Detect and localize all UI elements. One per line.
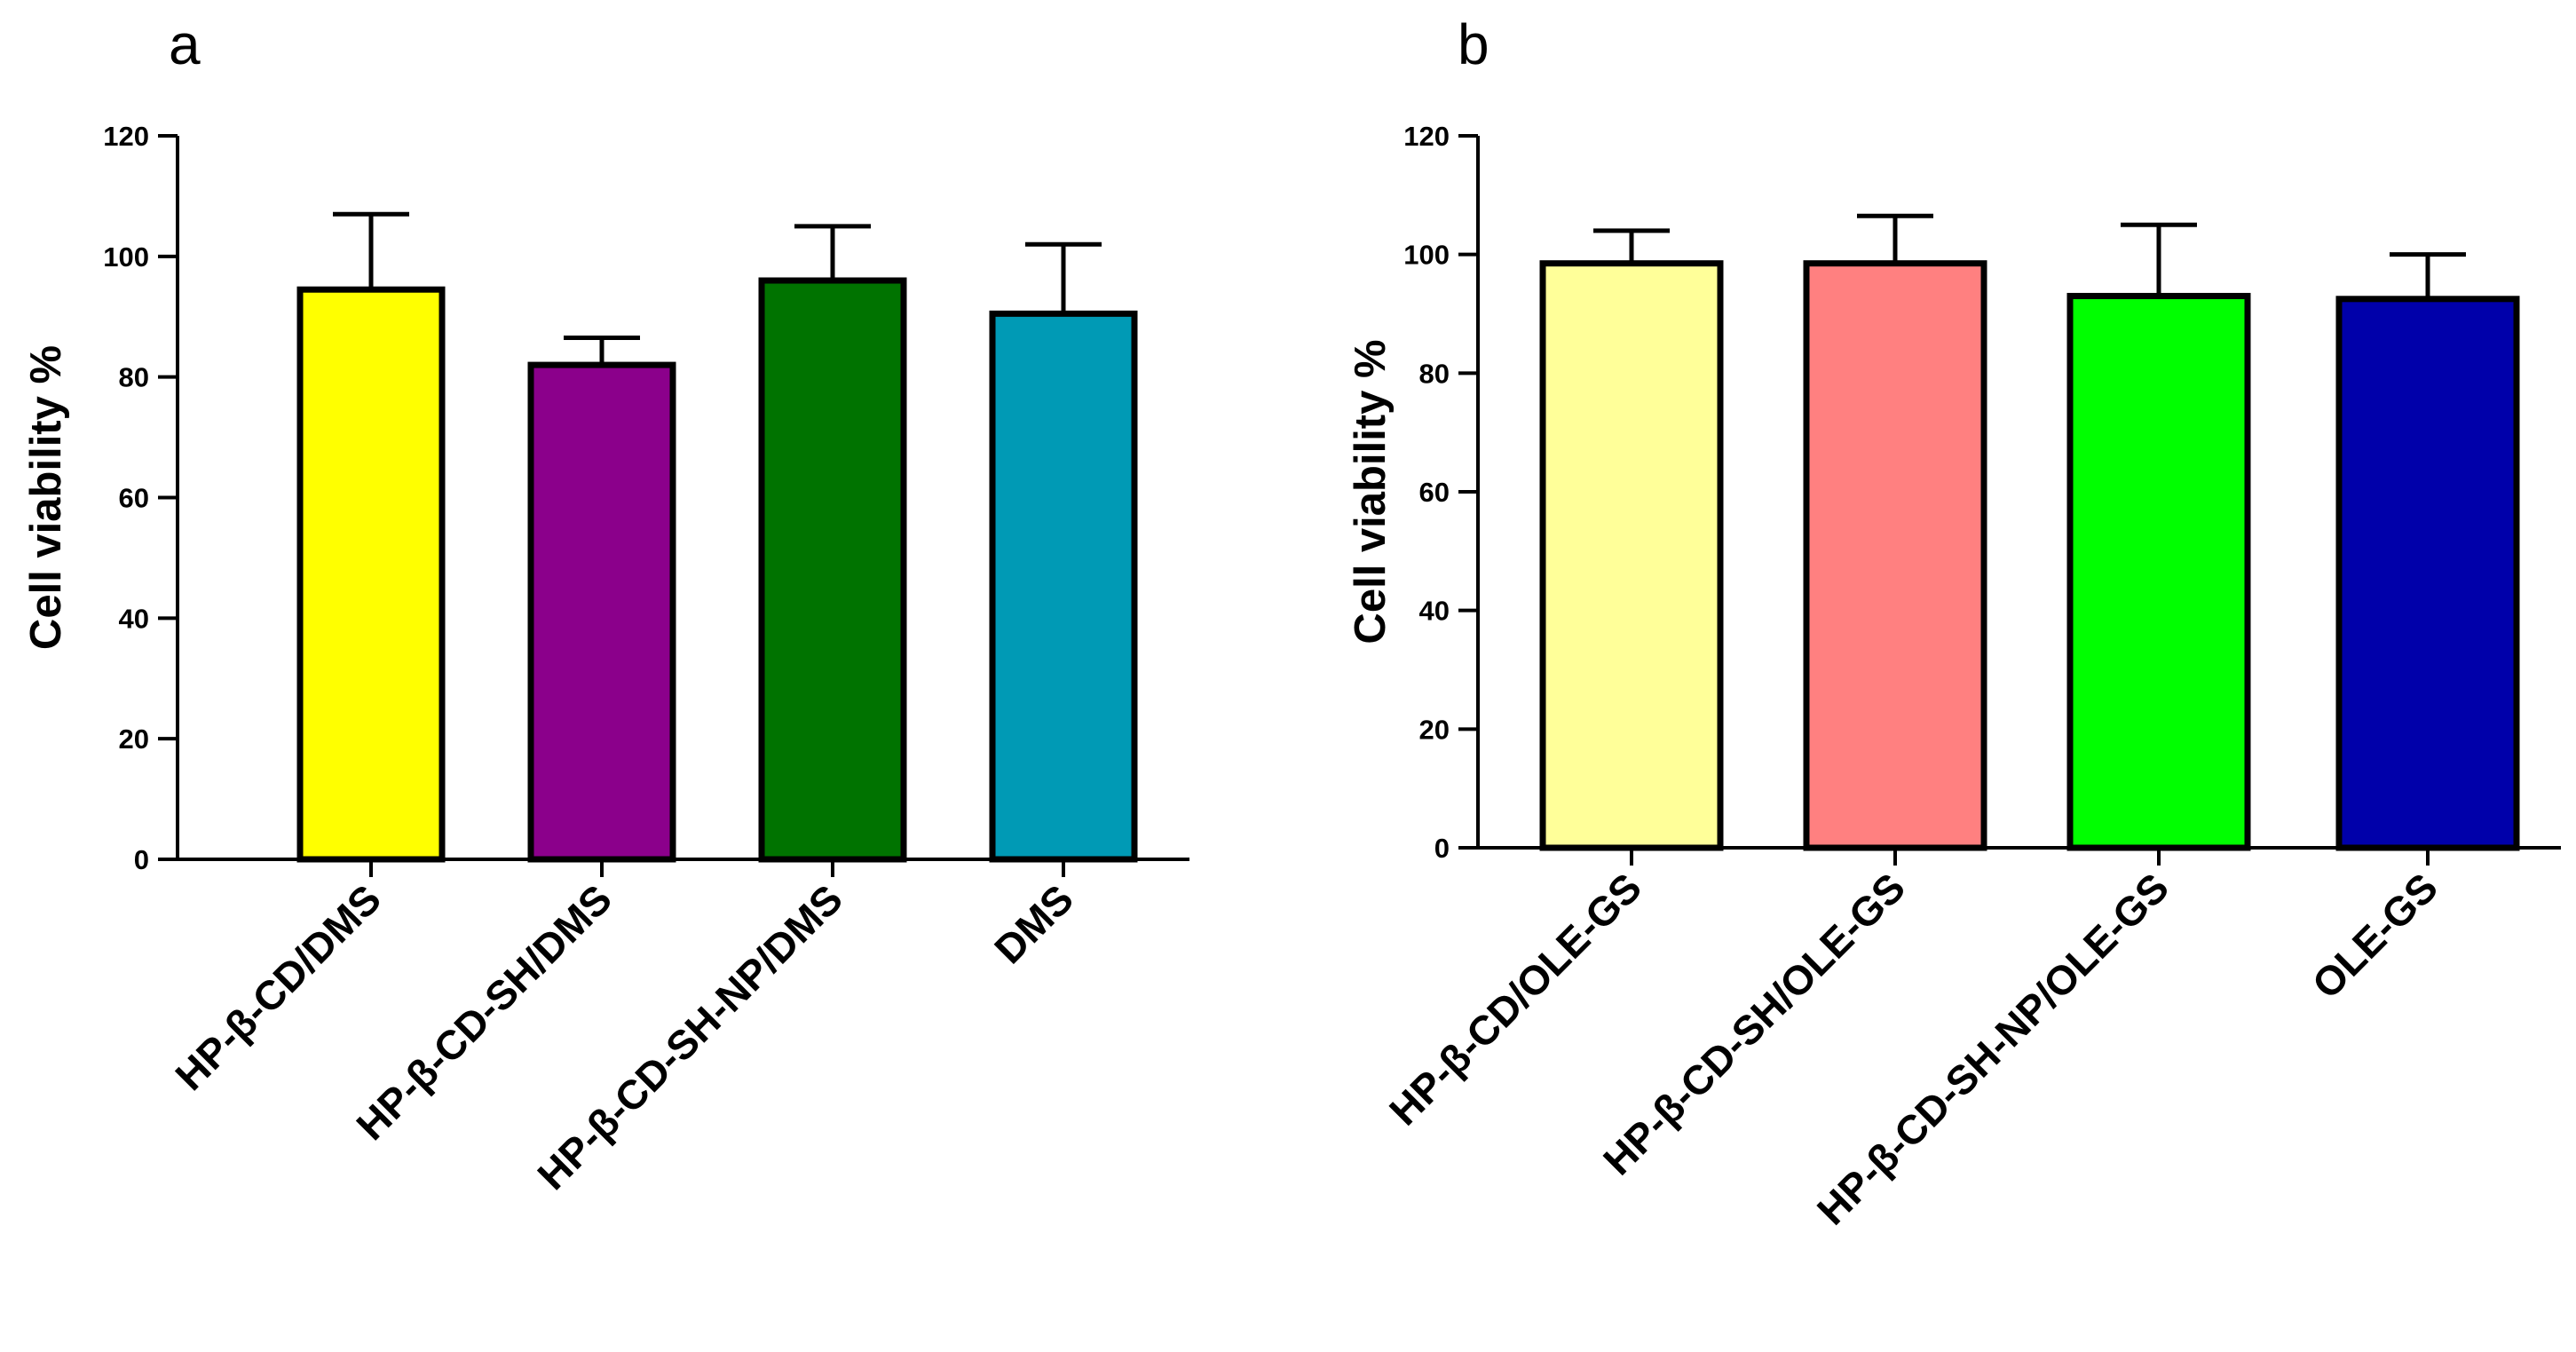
chart-panel-a: 0 20 40 60 80 100 120 Cell viability % HP-β-CD/D… xyxy=(22,121,1189,1198)
panel-label-b: b xyxy=(1458,12,1489,76)
x-category-label: HP-β-CD/OLE-GS xyxy=(1380,864,1650,1134)
x-category-label: OLE-GS xyxy=(2303,864,2446,1007)
y-tick-label: 120 xyxy=(103,121,149,152)
y-tick-label: 80 xyxy=(119,362,149,393)
bar xyxy=(296,286,446,863)
bar xyxy=(1803,260,1987,851)
x-category-label: HP-β-CD/DMS xyxy=(166,875,390,1099)
y-axis-title: Cell viability % xyxy=(22,345,70,650)
x-category-label: HP-β-CD-SH/DMS xyxy=(347,875,620,1149)
bar xyxy=(989,310,1138,863)
y-tick-label: 0 xyxy=(134,844,149,875)
y-tick-label: 60 xyxy=(1419,477,1450,508)
bar xyxy=(1539,260,1724,851)
panel-label-a: a xyxy=(169,12,201,76)
y-tick-label: 100 xyxy=(103,241,149,273)
x-category-label: HP-β-CD-SH/OLE-GS xyxy=(1594,864,1914,1183)
bar xyxy=(527,361,676,863)
y-tick-label: 60 xyxy=(119,483,149,514)
y-tick-label: 120 xyxy=(1403,121,1450,152)
y-tick-label: 100 xyxy=(1403,240,1450,271)
y-tick-label: 20 xyxy=(119,723,149,755)
y-tick-label: 40 xyxy=(1419,596,1450,627)
bar xyxy=(758,277,907,863)
y-tick-label: 20 xyxy=(1419,714,1450,745)
bar xyxy=(2066,292,2251,851)
y-tick-label: 0 xyxy=(1434,833,1450,864)
y-axis-title: Cell viability % xyxy=(1347,339,1395,644)
bar xyxy=(2335,296,2520,851)
x-category-label: DMS xyxy=(985,875,1082,972)
y-tick-label: 80 xyxy=(1419,358,1450,389)
y-tick-label: 40 xyxy=(119,603,149,634)
chart-panel-b: 0 20 40 60 80 100 120 Cell viability % HP-β-CD/O… xyxy=(1347,121,2561,1234)
